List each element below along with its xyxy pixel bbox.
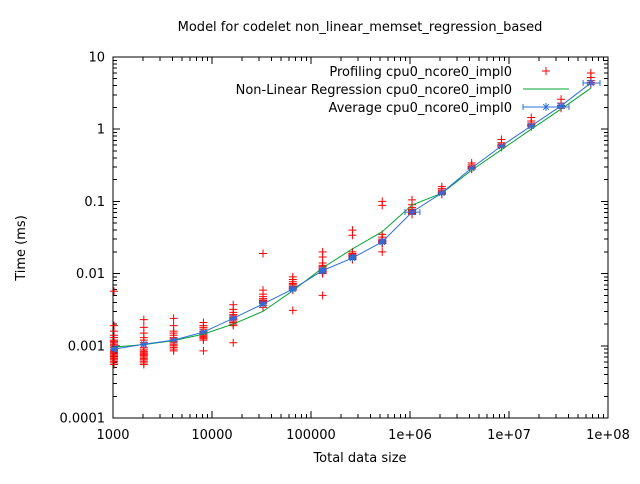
x-axis-label: Total data size bbox=[312, 451, 406, 466]
y-axis-label: Time (ms) bbox=[14, 215, 29, 282]
y-tick-labels: 10 1 0.1 0.01 0.001 0.0001 bbox=[60, 51, 106, 427]
legend-label-average: Average cpu0_ncore0_impl0 bbox=[328, 101, 512, 116]
legend-samples bbox=[522, 67, 570, 111]
legend: Profiling cpu0_ncore0_impl0 Non-Linear R… bbox=[236, 65, 570, 116]
x-tick-label: 1e+07 bbox=[487, 428, 531, 443]
x-tick-label: 100000 bbox=[286, 428, 336, 443]
y-tick-label: 10 bbox=[88, 51, 105, 66]
y-tick-label: 0.01 bbox=[76, 267, 105, 282]
y-tick-label: 1 bbox=[97, 123, 105, 138]
x-tick-label: 1e+06 bbox=[388, 428, 432, 443]
x-tick-labels: 1000 10000 100000 1e+06 1e+07 1e+08 bbox=[96, 428, 629, 443]
x-tick-label: 1000 bbox=[96, 428, 129, 443]
series-regression-line bbox=[112, 87, 592, 348]
x-tick-label: 1e+08 bbox=[586, 428, 630, 443]
chart-title: Model for codelet non_linear_memset_regr… bbox=[178, 20, 543, 35]
y-tick-label: 0.1 bbox=[84, 195, 105, 210]
legend-label-regression: Non-Linear Regression cpu0_ncore0_impl0 bbox=[236, 83, 512, 98]
series-average-line bbox=[110, 78, 601, 354]
legend-label-profiling: Profiling cpu0_ncore0_impl0 bbox=[329, 65, 512, 80]
x-tick-label: 10000 bbox=[191, 428, 232, 443]
y-tick-label: 0.001 bbox=[68, 339, 105, 354]
y-tick-label: 0.0001 bbox=[60, 412, 106, 427]
plot-border bbox=[112, 56, 609, 419]
